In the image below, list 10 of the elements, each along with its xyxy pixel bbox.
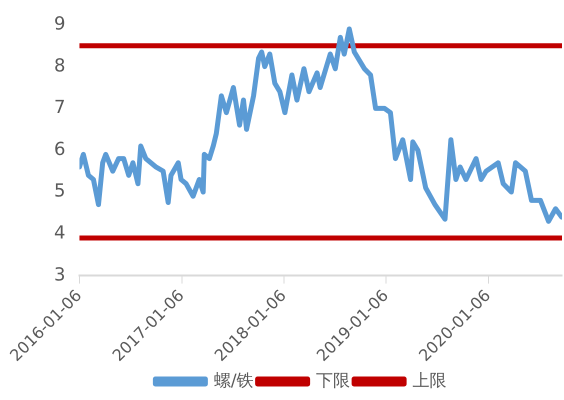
y-tick-label: 6 <box>54 138 66 160</box>
y-tick-label: 7 <box>54 97 66 118</box>
y-tick-label: 5 <box>54 180 66 202</box>
y-tick-label: 8 <box>54 55 66 76</box>
y-tick-label: 4 <box>54 222 66 244</box>
y-tick-label: 3 <box>54 264 66 286</box>
y-tick-label: 9 <box>54 13 66 34</box>
legend-label: 下限 <box>316 370 350 391</box>
legend-label: 螺/铁 <box>214 370 254 391</box>
legend-label: 上限 <box>412 370 447 391</box>
